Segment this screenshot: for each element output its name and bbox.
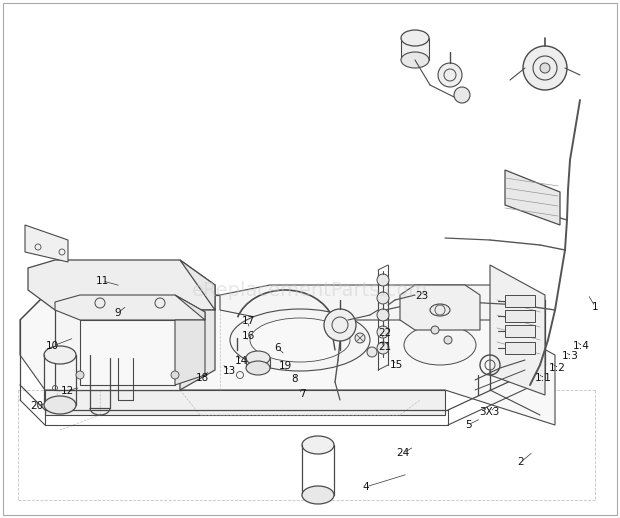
Text: 22: 22 (378, 328, 391, 338)
Text: 1:1: 1:1 (534, 373, 552, 383)
Circle shape (377, 274, 389, 286)
Text: 14: 14 (235, 355, 249, 366)
Ellipse shape (250, 318, 350, 362)
Circle shape (324, 309, 356, 341)
Ellipse shape (44, 346, 76, 364)
Bar (505, 310, 535, 322)
Text: 16: 16 (241, 330, 255, 341)
Polygon shape (490, 265, 545, 395)
Polygon shape (55, 310, 180, 390)
Text: 24: 24 (396, 448, 410, 458)
Circle shape (377, 326, 389, 338)
Text: 5: 5 (465, 420, 471, 430)
Polygon shape (505, 170, 560, 225)
Polygon shape (175, 295, 205, 385)
Text: 1:4: 1:4 (573, 341, 590, 351)
Text: 23: 23 (415, 291, 428, 301)
Circle shape (377, 342, 389, 354)
Text: 1:2: 1:2 (548, 363, 565, 373)
Polygon shape (45, 390, 445, 415)
Text: 19: 19 (278, 361, 292, 371)
Ellipse shape (230, 309, 370, 371)
Polygon shape (25, 225, 68, 262)
Text: 11: 11 (95, 276, 109, 286)
Text: 17: 17 (241, 316, 255, 326)
Ellipse shape (44, 396, 76, 414)
Polygon shape (80, 320, 175, 385)
Polygon shape (20, 295, 555, 425)
Ellipse shape (430, 304, 450, 316)
Text: 18: 18 (195, 373, 209, 383)
Circle shape (377, 309, 389, 321)
Polygon shape (55, 295, 205, 320)
Circle shape (76, 371, 84, 379)
Circle shape (431, 326, 439, 334)
Circle shape (171, 371, 179, 379)
Bar (505, 295, 535, 307)
Text: 12: 12 (60, 385, 74, 396)
Text: 4: 4 (363, 482, 369, 492)
Ellipse shape (302, 486, 334, 504)
Text: 3X3: 3X3 (480, 407, 500, 417)
Text: 2: 2 (518, 457, 524, 467)
Polygon shape (28, 260, 215, 310)
Bar (401, 38, 429, 60)
Circle shape (523, 46, 567, 90)
Ellipse shape (246, 351, 270, 365)
Circle shape (367, 347, 377, 357)
Text: 7: 7 (299, 388, 306, 399)
Ellipse shape (401, 30, 429, 46)
Text: 20: 20 (30, 401, 44, 411)
Text: 8: 8 (291, 374, 298, 384)
Circle shape (377, 292, 389, 304)
Circle shape (540, 63, 550, 73)
Text: 10: 10 (46, 341, 60, 351)
Text: 9: 9 (115, 308, 121, 318)
Circle shape (444, 336, 452, 344)
Text: 1:3: 1:3 (562, 351, 579, 362)
Text: 13: 13 (223, 366, 236, 376)
Ellipse shape (401, 52, 429, 68)
Text: eReplacementParts.com: eReplacementParts.com (192, 281, 428, 299)
Circle shape (355, 333, 365, 343)
Circle shape (438, 63, 462, 87)
Text: 15: 15 (390, 359, 404, 370)
Polygon shape (180, 260, 215, 390)
Text: 1: 1 (592, 301, 598, 312)
Bar (505, 342, 535, 354)
Text: 21: 21 (378, 342, 391, 352)
Polygon shape (400, 285, 480, 330)
Polygon shape (220, 285, 545, 340)
Bar (505, 325, 535, 337)
Circle shape (454, 87, 470, 103)
Ellipse shape (302, 436, 334, 454)
Ellipse shape (404, 325, 476, 365)
Ellipse shape (246, 361, 270, 375)
Text: 6: 6 (275, 343, 281, 353)
